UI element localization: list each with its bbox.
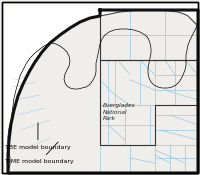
Text: TBE model boundary: TBE model boundary xyxy=(5,123,71,150)
Polygon shape xyxy=(8,24,198,173)
Polygon shape xyxy=(8,10,198,173)
Text: Everglades
National
Park: Everglades National Park xyxy=(103,103,136,121)
Text: TIME model boundary: TIME model boundary xyxy=(5,142,74,164)
